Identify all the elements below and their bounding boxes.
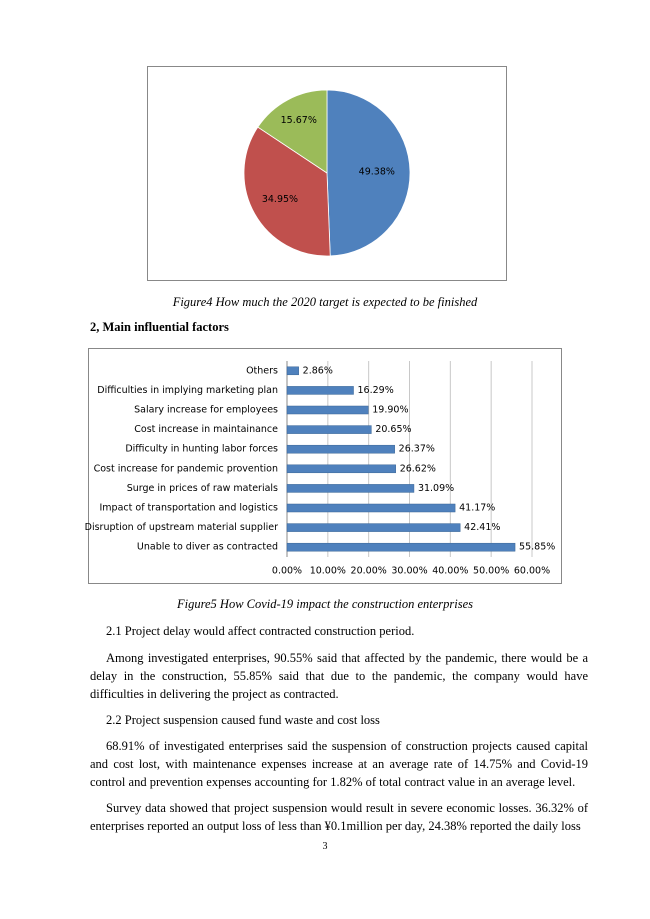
bar <box>286 444 395 454</box>
pie-slice <box>243 126 331 257</box>
data-label: 42.41% <box>464 522 500 533</box>
x-tick-label: 10.00% <box>310 566 346 577</box>
data-label: 31.09% <box>418 483 454 494</box>
bar <box>286 405 369 415</box>
y-tick-label: Unable to diver as contracted <box>137 542 278 553</box>
data-label: 16.29% <box>358 385 394 396</box>
data-label: 55.85% <box>519 542 555 553</box>
figure-caption: Figure5 How Covid-19 impact the construc… <box>176 597 474 611</box>
figure-caption: Figure4 How much the 2020 target is expe… <box>172 295 478 309</box>
y-tick-label: Difficulty in hunting labor forces <box>125 444 278 455</box>
y-tick-label: Difficulties in implying marketing plan <box>97 385 278 396</box>
bar <box>286 464 396 474</box>
bar <box>286 542 516 552</box>
paragraph: 2.1 Project delay would affect contracte… <box>106 624 415 638</box>
data-label: 19.90% <box>372 405 408 416</box>
y-tick-label: Disruption of upstream material supplier <box>85 522 278 533</box>
bar <box>286 386 354 395</box>
paragraph: 68.91% of investigated enterprises said … <box>90 739 588 789</box>
x-tick-label: 20.00% <box>351 566 387 577</box>
data-label: 26.62% <box>400 463 436 474</box>
data-label: 2.86% <box>303 365 333 376</box>
data-label: 20.65% <box>375 424 411 435</box>
bar-frame <box>88 348 562 584</box>
y-tick-label: Impact of transportation and logistics <box>100 503 279 514</box>
data-label: 34.95% <box>262 194 298 205</box>
bar <box>286 503 456 513</box>
pie-slice <box>257 89 328 174</box>
y-tick-label: Salary increase for employees <box>134 405 278 416</box>
x-tick-label: 30.00% <box>391 566 427 577</box>
data-label: 41.17% <box>459 503 495 514</box>
bar <box>286 425 372 434</box>
paragraph: Survey data showed that project suspensi… <box>90 801 588 833</box>
x-tick-label: 50.00% <box>473 566 509 577</box>
data-label: 26.37% <box>399 444 435 455</box>
section-heading: 2, Main influential factors <box>90 320 229 334</box>
data-label: 49.38% <box>359 167 395 178</box>
x-tick-label: 40.00% <box>432 566 468 577</box>
y-tick-label: Surge in prices of raw materials <box>127 483 278 494</box>
data-label: 15.67% <box>281 115 317 126</box>
x-tick-label: 60.00% <box>514 566 550 577</box>
page-number: 3 <box>322 841 328 852</box>
y-tick-label: Cost increase for pandemic provention <box>94 463 278 474</box>
x-tick-label: 0.00% <box>272 566 302 577</box>
y-tick-label: Others <box>246 365 278 376</box>
y-tick-label: Cost increase in maintainance <box>134 424 278 435</box>
pie-frame <box>147 66 507 281</box>
paragraph: Among investigated enterprises, 90.55% s… <box>90 651 588 701</box>
paragraph: 2.2 Project suspension caused fund waste… <box>106 713 380 727</box>
bar <box>286 366 299 376</box>
bar <box>286 523 461 532</box>
pie-slice <box>326 89 411 257</box>
bar <box>286 484 415 493</box>
